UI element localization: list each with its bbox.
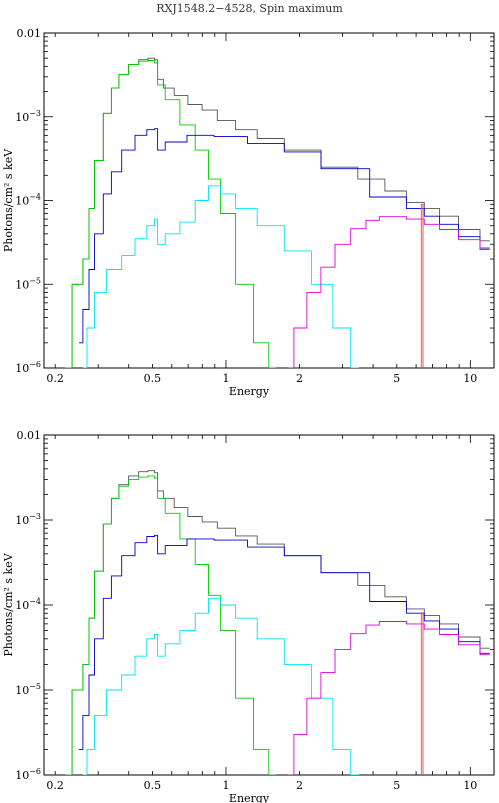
x-tick-label: 2: [296, 779, 303, 792]
series-absorbed-comp: [78, 534, 490, 750]
y-tick-label: 10−6: [15, 767, 41, 782]
y-tick-label: 10−4: [15, 193, 41, 208]
y-tick-label: 10−3: [15, 512, 41, 527]
y-tick-label: 10−5: [15, 276, 41, 291]
y-tick-label: 0.01: [17, 27, 42, 40]
figure-title: RXJ1548.2−4528, Spin maximum: [156, 2, 343, 15]
y-axis-label: Photons/cm² s keV: [2, 552, 15, 656]
chart-panel-1: 0.2 0.5 1 2 5 10 10−6 10−5 10−4 10−3 0.01 Energy Pho…: [2, 27, 495, 398]
x-tick-label: 10: [463, 779, 477, 792]
x-tick-label: 10: [463, 372, 477, 385]
plot-frame: [43, 32, 495, 369]
y-tick-label: 10−3: [15, 109, 41, 124]
series-iron-line: [420, 203, 424, 368]
x-tick-label: 2: [296, 372, 303, 385]
series-total: [65, 470, 490, 775]
series-cyan-comp: [83, 185, 359, 368]
series-hard-comp: [288, 621, 490, 775]
x-axis-label: Energy: [229, 792, 270, 803]
y-tick-label: 0.01: [17, 429, 42, 442]
series-soft-bb: [65, 60, 276, 368]
plot-frame: [43, 434, 495, 776]
series-absorbed-comp: [78, 128, 490, 344]
series-cyan-comp: [83, 597, 359, 775]
x-tick-label: 1: [222, 779, 229, 792]
x-tick-label: 0.2: [46, 372, 64, 385]
y-tick-label: 10−5: [15, 682, 41, 697]
y-tick-label: 10−4: [15, 597, 41, 612]
series-total: [65, 57, 490, 368]
x-tick-label: 5: [393, 779, 400, 792]
series-iron-line: [420, 612, 424, 775]
chart-panel-2: 0.2 0.5 1 2 5 10 10−6 10−5 10−4 10−3 0.01 Energy Pho…: [2, 429, 495, 803]
series-soft-bb: [65, 475, 276, 775]
series-hard-comp: [288, 216, 490, 368]
x-tick-label: 0.5: [144, 372, 162, 385]
x-tick-label: 0.2: [46, 779, 64, 792]
x-tick-label: 0.5: [144, 779, 162, 792]
x-tick-label: 5: [393, 372, 400, 385]
y-axis-label: Photons/cm² s keV: [2, 148, 15, 252]
x-axis-label: Energy: [229, 385, 270, 398]
y-tick-label: 10−6: [15, 360, 41, 375]
x-tick-label: 1: [222, 372, 229, 385]
